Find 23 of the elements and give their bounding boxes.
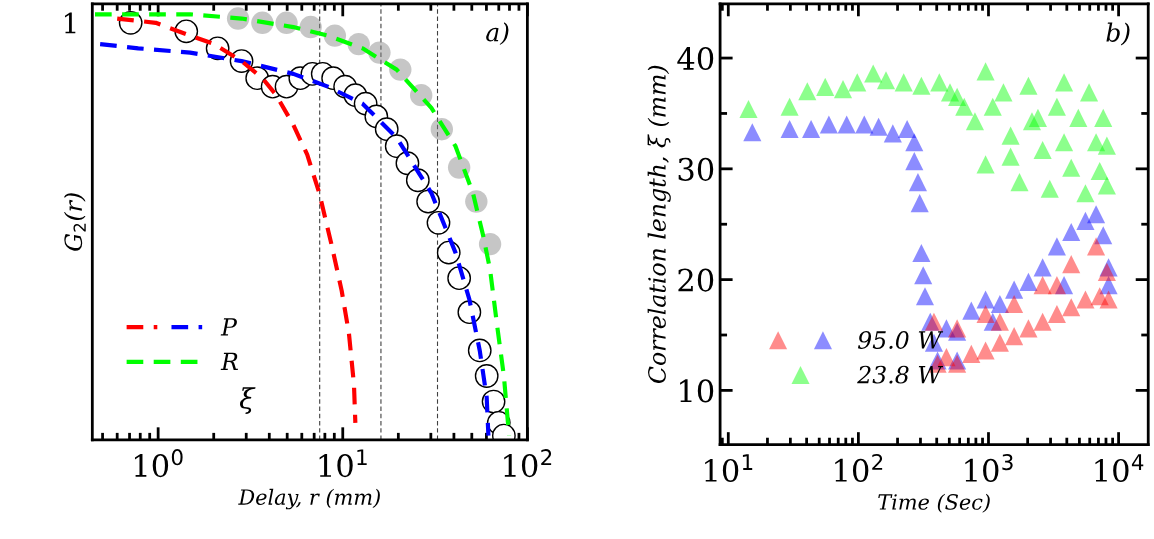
x-tick-label: 10$^{1}$ (319, 449, 367, 478)
text: 1 (64, 12, 76, 34)
legend-label: R (220, 352, 238, 371)
x-axis-title: Delay, r (mm) (238, 488, 380, 510)
x-tick-label: 10$^{2}$ (835, 453, 883, 482)
legend-label: P (220, 318, 237, 336)
y-tick-label: 40 (677, 46, 714, 71)
x-axis-title: Time (Sec) (878, 493, 990, 513)
legend-label: 23.8 W (857, 365, 944, 384)
y-tick-label: 20 (678, 268, 714, 292)
y-tick-label: 30 (678, 157, 714, 181)
x-tick-label: 10$^{0}$ (134, 449, 183, 478)
y-axis-title: Correlation length, ξ (mm) (647, 65, 671, 383)
annotation: a) (486, 22, 509, 46)
annotation: b) (1106, 22, 1130, 46)
x-tick-label: 10$^{2}$ (504, 449, 552, 478)
y-axis-title: G$_{2}$(r) (63, 193, 86, 251)
x-tick-label: 10$^{1}$ (705, 454, 753, 483)
y-tick-label: 10 (680, 379, 714, 403)
x-tick-label: 10$^{4}$ (1095, 454, 1144, 483)
legend-label: 95.0 W (857, 331, 944, 349)
x-tick-label: 10$^{3}$ (965, 453, 1013, 482)
annotation: ξ (239, 387, 256, 415)
